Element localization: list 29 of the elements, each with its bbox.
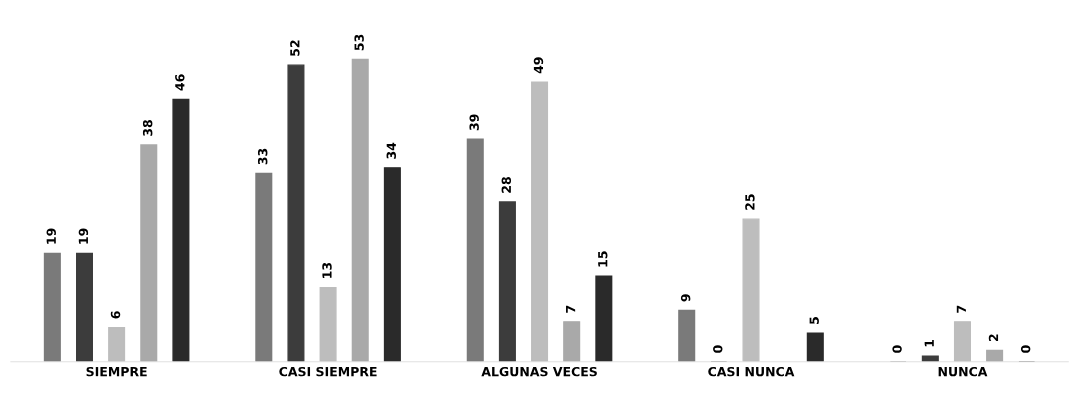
x-tick-label: NUNCA: [938, 366, 988, 377]
data-label: 1: [924, 339, 934, 347]
data-label: 7: [956, 305, 966, 313]
data-label: 15: [598, 251, 608, 267]
data-label: 33: [257, 148, 268, 165]
data-label: 2: [988, 334, 999, 342]
data-label: 19: [46, 228, 56, 244]
data-label: 7: [566, 305, 576, 313]
data-label: 0: [713, 345, 723, 353]
data-label: 28: [501, 177, 512, 193]
data-label: 53: [354, 34, 364, 51]
data-label: 13: [322, 262, 332, 278]
data-label: 49: [533, 57, 544, 74]
x-tick-label: CASI NUNCA: [708, 366, 795, 377]
data-label: 9: [680, 294, 691, 302]
data-label: 25: [745, 194, 755, 210]
data-label: 38: [142, 120, 153, 136]
data-label: 46: [175, 74, 185, 91]
data-label: 0: [892, 345, 902, 353]
data-label: 52: [290, 40, 300, 56]
data-label: 34: [386, 142, 396, 159]
data-label: 0: [1020, 345, 1031, 353]
data-label: 39: [469, 114, 479, 131]
data-label: 19: [78, 228, 89, 244]
x-tick-label: SIEMPRE: [86, 366, 147, 377]
data-label: 6: [110, 311, 121, 319]
x-tick-label: ALGUNAS VECES: [481, 366, 597, 377]
data-label: 5: [809, 317, 819, 324]
x-tick-label: CASI SIEMPRE: [279, 366, 377, 377]
